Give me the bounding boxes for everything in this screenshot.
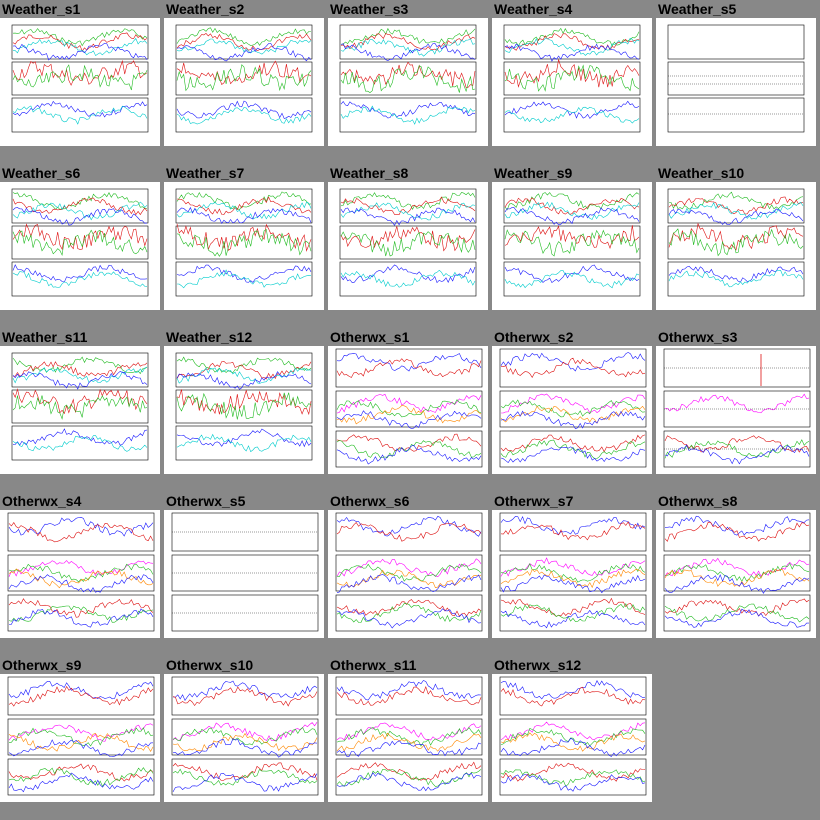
chart-thumbnail [499,512,647,632]
gallery-item: Weather_s6 [0,164,164,328]
thumbnail-label: Weather_s4 [494,1,573,17]
chart-thumbnail [339,24,477,133]
gallery-item: Weather_s12 [164,328,328,492]
thumbnail-image[interactable] [0,18,160,146]
gallery-item: Weather_s11 [0,328,164,492]
thumbnail-image[interactable] [492,18,652,146]
thumbnail-image[interactable] [164,18,324,146]
chart-thumbnail [171,676,319,796]
chart-thumbnail [499,348,647,468]
chart-thumbnail [503,188,641,297]
chart-thumbnail [171,512,319,632]
chart-thumbnail [7,676,155,796]
thumbnail-image[interactable] [0,182,160,310]
chart-thumbnail [11,352,149,461]
thumbnail-image[interactable] [164,510,324,638]
gallery-item: Otherwx_s2 [492,328,656,492]
thumbnail-image[interactable] [328,674,488,802]
gallery-item: Otherwx_s11 [328,656,492,820]
gallery-item: Otherwx_s3 [656,328,820,492]
thumbnail-label: Weather_s7 [166,165,245,181]
thumbnail-label: Otherwx_s1 [330,329,410,345]
thumbnail-label: Weather_s8 [330,165,409,181]
gallery-item: Otherwx_s12 [492,656,656,820]
chart-thumbnail [175,352,313,461]
gallery-item: Weather_s4 [492,0,656,164]
thumbnail-image[interactable] [164,346,324,474]
chart-thumbnail [175,24,313,133]
thumbnail-label: Otherwx_s5 [166,493,246,509]
thumbnail-image[interactable] [492,510,652,638]
thumbnail-image[interactable] [0,674,160,802]
thumbnail-label: Otherwx_s7 [494,493,574,509]
thumbnail-image[interactable] [656,18,816,146]
chart-thumbnail [667,24,805,133]
gallery-item: Weather_s10 [656,164,820,328]
gallery-item: Otherwx_s5 [164,492,328,656]
gallery-item: Weather_s9 [492,164,656,328]
gallery-item: Otherwx_s6 [328,492,492,656]
thumbnail-image[interactable] [492,182,652,310]
chart-thumbnail [335,512,483,632]
thumbnail-label: Otherwx_s10 [166,657,254,673]
gallery-item: Weather_s1 [0,0,164,164]
gallery-item: Weather_s7 [164,164,328,328]
gallery-item: Otherwx_s8 [656,492,820,656]
gallery-item: Weather_s8 [328,164,492,328]
chart-thumbnail [503,24,641,133]
thumbnail-label: Weather_s5 [658,1,737,17]
thumbnail-label: Weather_s11 [2,329,88,345]
chart-thumbnail [7,512,155,632]
gallery-item: Otherwx_s1 [328,328,492,492]
gallery-item: Otherwx_s7 [492,492,656,656]
thumbnail-image[interactable] [164,674,324,802]
chart-thumbnail [175,188,313,297]
thumbnail-image[interactable] [328,18,488,146]
chart-thumbnail [335,676,483,796]
thumbnail-image[interactable] [328,346,488,474]
thumbnail-image[interactable] [328,510,488,638]
thumbnail-label: Weather_s9 [494,165,573,181]
thumbnail-label: Otherwx_s4 [2,493,82,509]
thumbnail-image[interactable] [492,674,652,802]
thumbnail-label: Weather_s1 [2,1,81,17]
thumbnail-image[interactable] [656,346,816,474]
thumbnail-label: Weather_s2 [166,1,245,17]
thumbnail-label: Weather_s6 [2,165,81,181]
thumbnail-label: Otherwx_s12 [494,657,582,673]
gallery-item: Weather_s3 [328,0,492,164]
thumbnail-image[interactable] [656,510,816,638]
thumbnail-label: Otherwx_s6 [330,493,410,509]
chart-thumbnail [335,348,483,468]
thumbnail-image[interactable] [0,510,160,638]
thumbnail-image[interactable] [328,182,488,310]
chart-thumbnail [663,348,811,468]
thumbnail-label: Otherwx_s3 [658,329,738,345]
gallery-item: Otherwx_s9 [0,656,164,820]
chart-thumbnail [339,188,477,297]
thumbnail-image[interactable] [656,182,816,310]
thumbnail-label: Otherwx_s9 [2,657,82,673]
thumbnail-image[interactable] [164,182,324,310]
thumbnail-label: Weather_s3 [330,1,409,17]
thumbnail-image[interactable] [0,346,160,474]
gallery-item: Weather_s5 [656,0,820,164]
chart-thumbnail [667,188,805,297]
chart-thumbnail [663,512,811,632]
chart-thumbnail [11,188,149,297]
chart-thumbnail [11,24,149,133]
thumbnail-image[interactable] [492,346,652,474]
chart-thumbnail [499,676,647,796]
thumbnail-label: Otherwx_s11 [330,657,417,673]
thumbnail-label: Otherwx_s2 [494,329,574,345]
thumbnail-label: Weather_s10 [658,165,745,181]
gallery-item: Otherwx_s4 [0,492,164,656]
gallery-item: Weather_s2 [164,0,328,164]
thumbnail-label: Otherwx_s8 [658,493,738,509]
thumbnail-label: Weather_s12 [166,329,253,345]
gallery-item: Otherwx_s10 [164,656,328,820]
